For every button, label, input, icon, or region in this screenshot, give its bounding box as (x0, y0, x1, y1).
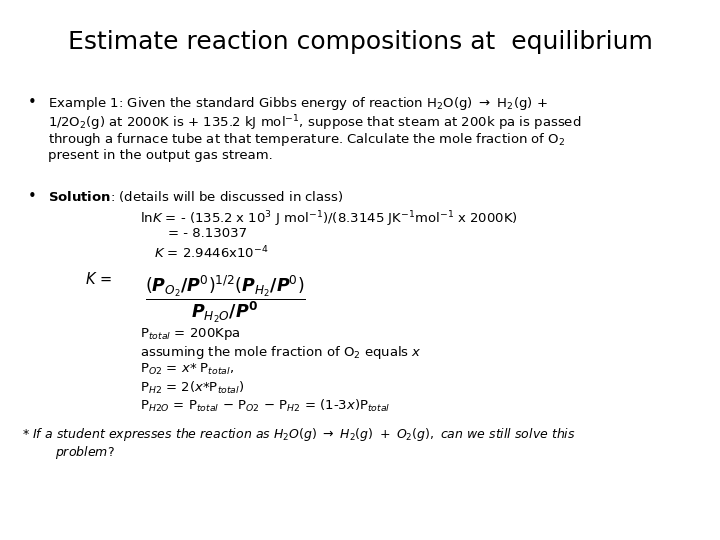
Text: P$_{O2}$ = $\it{x}$* P$_{total}$,: P$_{O2}$ = $\it{x}$* P$_{total}$, (140, 362, 235, 377)
Text: 1/2O$_2$(g) at 2000K is + 135.2 kJ mol$^{-1}$, suppose that steam at 200k pa is : 1/2O$_2$(g) at 2000K is + 135.2 kJ mol$^… (48, 113, 581, 133)
Text: $\it{*\ If\ a\ student\ expresses\ the\ reaction\ as\ H_2O(g)\ \rightarrow\ H_2(: $\it{*\ If\ a\ student\ expresses\ the\ … (22, 426, 576, 443)
Text: $\dfrac{(\boldsymbol{P}_{O_2}\boldsymbol{/}\boldsymbol{P}^{0})^{1/2}(\boldsymbol: $\dfrac{(\boldsymbol{P}_{O_2}\boldsymbol… (145, 273, 306, 325)
Text: P$_{H2}$ = 2($\it{x}$*P$_{total}$): P$_{H2}$ = 2($\it{x}$*P$_{total}$) (140, 380, 245, 396)
Text: $\it{K}$ = 2.9446x10$^{-4}$: $\it{K}$ = 2.9446x10$^{-4}$ (154, 245, 269, 261)
Text: •: • (28, 189, 37, 204)
Text: ln$\it{K}$ = - (135.2 x 10$^3$ J mol$^{-1}$)/(8.3145 JK$^{-1}$mol$^{-1}$ x 2000K: ln$\it{K}$ = - (135.2 x 10$^3$ J mol$^{-… (140, 209, 518, 228)
Text: •: • (28, 95, 37, 110)
Text: = - 8.13037: = - 8.13037 (168, 227, 247, 240)
Text: $\it{K}$ =: $\it{K}$ = (85, 271, 112, 287)
Text: P$_{total}$ = 200Kpa: P$_{total}$ = 200Kpa (140, 326, 240, 342)
Text: assuming the mole fraction of O$_2$ equals $\it{x}$: assuming the mole fraction of O$_2$ equa… (140, 344, 422, 361)
Text: $\it{problem?}$: $\it{problem?}$ (55, 444, 114, 461)
Text: P$_{H2O}$ = P$_{total}$ $-$ P$_{O2}$ $-$ P$_{H2}$ = (1-3$\it{x}$)P$_{total}$: P$_{H2O}$ = P$_{total}$ $-$ P$_{O2}$ $-$… (140, 398, 390, 414)
Text: $\mathbf{Solution}$: (details will be discussed in class): $\mathbf{Solution}$: (details will be di… (48, 189, 343, 204)
Text: Example 1: Given the standard Gibbs energy of reaction H$_2$O(g) $\rightarrow$ H: Example 1: Given the standard Gibbs ener… (48, 95, 548, 112)
Text: through a furnace tube at that temperature. Calculate the mole fraction of O$_2$: through a furnace tube at that temperatu… (48, 131, 565, 148)
Text: present in the output gas stream.: present in the output gas stream. (48, 149, 273, 162)
Text: Estimate reaction compositions at  equilibrium: Estimate reaction compositions at equili… (68, 30, 652, 54)
